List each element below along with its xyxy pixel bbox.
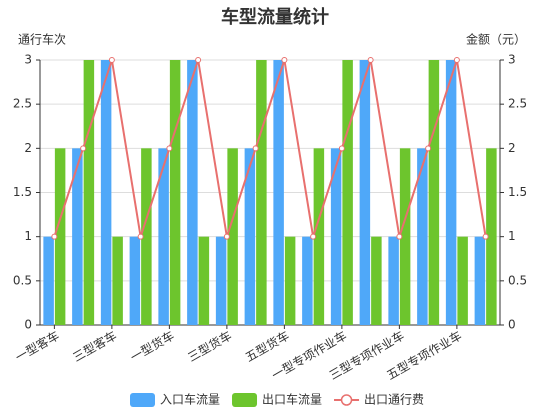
legend-label: 出口车流量 <box>262 392 322 407</box>
bar <box>445 60 457 325</box>
x-tick-label: 一型客车 <box>13 328 62 365</box>
y2-axis-label: 金额（元） <box>466 32 526 47</box>
y-tick-label: 0 <box>24 318 32 332</box>
y-tick-label: 2.5 <box>13 97 32 111</box>
bar <box>417 148 428 325</box>
bar <box>187 60 198 325</box>
bar <box>244 148 256 325</box>
bar <box>100 60 112 325</box>
line-marker <box>425 145 432 152</box>
line-marker <box>252 145 259 152</box>
bar <box>215 236 227 325</box>
y2-tick-label: 3 <box>508 53 516 67</box>
x-tick-label: 一型货车 <box>128 328 177 365</box>
y-axis-label: 通行车次 <box>18 32 66 47</box>
bar <box>330 148 342 325</box>
y-tick-label: 1.5 <box>13 185 32 199</box>
bar <box>227 148 238 325</box>
bar <box>198 236 210 325</box>
x-tick-label: 三型客车 <box>70 328 119 365</box>
y2-tick-label: 0.5 <box>508 273 527 287</box>
y-tick-label: 1 <box>24 229 32 243</box>
bar <box>273 60 284 325</box>
line-marker <box>166 145 173 152</box>
legend-symbol <box>232 393 258 407</box>
bar <box>474 236 486 325</box>
line-marker <box>195 57 202 63</box>
bar <box>141 148 152 325</box>
line-marker <box>137 233 144 240</box>
line-marker <box>453 57 460 63</box>
bar <box>399 148 411 325</box>
line-marker <box>223 233 230 240</box>
y-tick-label: 0.5 <box>13 273 32 287</box>
y-tick-label: 3 <box>24 53 32 67</box>
line-marker <box>310 233 317 240</box>
bar <box>371 236 382 325</box>
bar <box>486 148 497 325</box>
y2-tick-label: 2.5 <box>508 97 527 111</box>
bar <box>43 236 54 325</box>
bar <box>129 236 141 325</box>
legend-symbol <box>130 393 155 407</box>
y2-tick-label: 1.5 <box>508 185 527 199</box>
line-marker <box>281 57 288 63</box>
bar <box>54 148 66 325</box>
bar <box>256 60 267 325</box>
y2-tick-label: 2 <box>508 141 516 155</box>
line <box>53 59 487 237</box>
bar <box>428 60 440 325</box>
y2-tick-label: 0 <box>508 318 516 332</box>
bar <box>342 60 353 325</box>
legend-label: 出口通行费 <box>364 393 424 407</box>
y-tick-label: 2 <box>24 141 32 155</box>
bar <box>284 236 296 325</box>
bar <box>112 236 123 325</box>
bar <box>388 236 399 325</box>
bar <box>83 60 95 325</box>
chart-title: 车型流量统计 <box>221 6 329 28</box>
bar <box>158 148 169 325</box>
line-marker <box>80 145 87 152</box>
line-marker <box>51 233 58 240</box>
bar <box>313 148 325 325</box>
line-marker <box>108 57 115 63</box>
bar <box>169 60 181 325</box>
bar <box>457 236 468 325</box>
line-marker <box>482 233 489 240</box>
bar <box>359 60 371 325</box>
y2-tick-label: 1 <box>508 229 516 243</box>
legend-label: 入口车流量 <box>160 392 220 407</box>
line-marker <box>396 233 403 240</box>
legend-symbol <box>340 394 353 406</box>
x-tick-label: 三型货车 <box>185 328 234 365</box>
line-marker <box>338 145 345 152</box>
bar <box>302 236 313 325</box>
line-marker <box>367 57 374 63</box>
bar <box>72 148 83 325</box>
x-tick-label: 五型货车 <box>243 328 292 365</box>
